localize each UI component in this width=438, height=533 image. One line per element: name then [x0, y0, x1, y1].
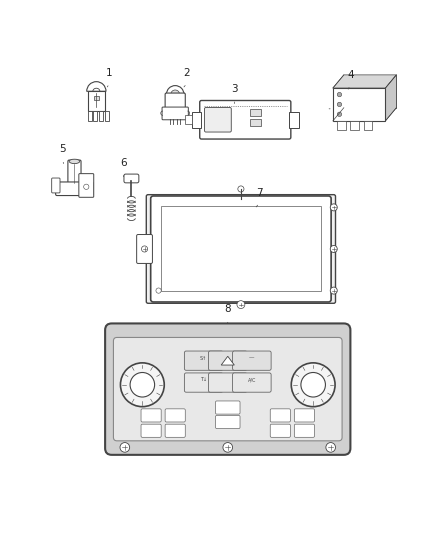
- FancyBboxPatch shape: [141, 424, 161, 437]
- FancyBboxPatch shape: [200, 101, 291, 139]
- Circle shape: [337, 102, 342, 107]
- Bar: [93, 111, 97, 120]
- Circle shape: [330, 287, 337, 294]
- Text: 6: 6: [120, 158, 127, 167]
- FancyBboxPatch shape: [146, 195, 336, 303]
- Polygon shape: [333, 88, 385, 121]
- FancyBboxPatch shape: [165, 93, 185, 110]
- Bar: [161, 206, 321, 292]
- Circle shape: [326, 442, 336, 452]
- Bar: [185, 115, 192, 124]
- Polygon shape: [385, 75, 396, 121]
- Circle shape: [330, 204, 337, 211]
- FancyBboxPatch shape: [165, 424, 185, 437]
- FancyBboxPatch shape: [294, 409, 314, 422]
- FancyBboxPatch shape: [215, 415, 240, 429]
- Bar: [94, 96, 99, 100]
- FancyBboxPatch shape: [215, 401, 240, 414]
- FancyBboxPatch shape: [270, 424, 290, 437]
- Ellipse shape: [69, 159, 80, 164]
- FancyBboxPatch shape: [162, 107, 188, 120]
- FancyBboxPatch shape: [233, 373, 271, 392]
- FancyBboxPatch shape: [184, 373, 223, 392]
- FancyBboxPatch shape: [208, 373, 247, 392]
- FancyBboxPatch shape: [165, 409, 185, 422]
- Bar: [105, 111, 109, 120]
- Bar: [350, 121, 359, 130]
- FancyBboxPatch shape: [270, 409, 290, 422]
- FancyBboxPatch shape: [52, 178, 60, 193]
- Circle shape: [84, 184, 89, 189]
- FancyBboxPatch shape: [56, 182, 93, 196]
- Circle shape: [120, 442, 130, 452]
- Bar: [250, 119, 261, 126]
- Circle shape: [330, 246, 337, 253]
- Bar: [99, 111, 103, 120]
- FancyBboxPatch shape: [105, 324, 350, 455]
- Circle shape: [130, 373, 155, 397]
- Circle shape: [301, 373, 325, 397]
- FancyBboxPatch shape: [124, 174, 139, 183]
- Circle shape: [120, 363, 164, 407]
- FancyBboxPatch shape: [137, 235, 152, 263]
- Circle shape: [337, 92, 342, 97]
- Polygon shape: [344, 75, 396, 108]
- Text: 2: 2: [184, 68, 191, 78]
- Bar: [364, 121, 372, 130]
- Bar: [88, 91, 105, 111]
- Text: 4: 4: [347, 70, 354, 80]
- FancyBboxPatch shape: [294, 424, 314, 437]
- FancyBboxPatch shape: [68, 160, 81, 187]
- Text: —: —: [249, 356, 254, 360]
- FancyBboxPatch shape: [79, 174, 94, 197]
- Circle shape: [291, 363, 335, 407]
- Circle shape: [141, 246, 148, 252]
- Circle shape: [337, 112, 342, 117]
- Bar: [88, 111, 92, 120]
- Circle shape: [223, 442, 233, 452]
- Bar: [337, 121, 346, 130]
- FancyBboxPatch shape: [233, 351, 271, 370]
- Text: 5: 5: [59, 144, 66, 155]
- Text: A/C: A/C: [247, 377, 256, 383]
- Bar: [289, 112, 299, 128]
- Circle shape: [156, 288, 161, 293]
- Text: T↓: T↓: [200, 377, 207, 383]
- FancyBboxPatch shape: [141, 409, 161, 422]
- Circle shape: [238, 186, 244, 192]
- FancyBboxPatch shape: [205, 108, 231, 132]
- Circle shape: [166, 86, 184, 103]
- Polygon shape: [221, 356, 234, 365]
- Circle shape: [171, 90, 180, 99]
- Text: S↑: S↑: [200, 356, 207, 360]
- Bar: [250, 109, 261, 116]
- Polygon shape: [333, 75, 396, 88]
- Text: 3: 3: [231, 84, 238, 94]
- Bar: [192, 112, 201, 128]
- Wedge shape: [87, 82, 106, 91]
- FancyBboxPatch shape: [113, 337, 342, 441]
- FancyBboxPatch shape: [184, 351, 223, 370]
- FancyBboxPatch shape: [151, 196, 331, 302]
- Text: 8: 8: [224, 304, 231, 314]
- Text: 1: 1: [106, 68, 113, 78]
- Text: 7: 7: [256, 188, 263, 198]
- Circle shape: [237, 301, 245, 309]
- FancyBboxPatch shape: [208, 351, 247, 370]
